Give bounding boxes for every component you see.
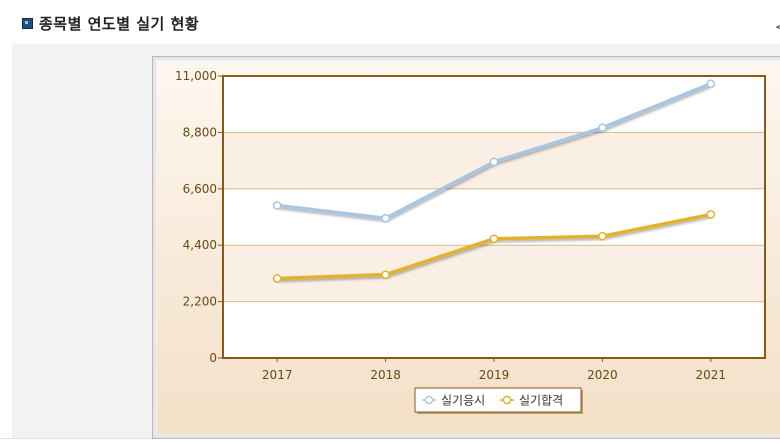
series-1-point: [381, 213, 390, 223]
legend-box: [414, 387, 582, 413]
series-1-point: [706, 79, 716, 89]
section-title: 종목별 연도별 실기 현황: [22, 12, 199, 34]
series-2-point: [381, 270, 390, 280]
legend-swatch-marker: [502, 395, 512, 405]
page-title: 종목별 연도별 실기 현황: [39, 14, 200, 33]
y-tick-label: 8,800: [183, 125, 217, 139]
x-tick-label: 2021: [696, 368, 727, 382]
x-tick-label: 2017: [262, 368, 293, 382]
legend-swatch-marker: [424, 395, 434, 405]
y-tick-label: 11,000: [175, 69, 217, 83]
x-tick-label: 2020: [587, 368, 618, 382]
y-tick-label: 2,200: [183, 295, 217, 309]
series-2-point: [598, 231, 607, 241]
series-1-point: [489, 157, 499, 167]
series-2-point: [489, 234, 499, 244]
chart-container: 0 2,200 4,400 6,600 8,800 11,000 2017 2018 2019 2…: [152, 56, 780, 439]
bullet-square-icon: [22, 17, 33, 29]
x-tick-label: 2018: [370, 368, 401, 382]
series-2-point: [272, 274, 282, 283]
plot-band: [223, 245, 765, 302]
legend-label: 실기응시: [441, 394, 485, 408]
y-tick-label: 6,600: [183, 182, 217, 196]
series-1-point: [598, 123, 607, 133]
series-1-point: [272, 201, 282, 210]
y-tick-label: 4,400: [183, 238, 217, 252]
plot-background: [223, 76, 765, 358]
x-tick-label: 2019: [479, 368, 510, 382]
y-tick-label: 0: [209, 351, 217, 365]
series-2-point: [706, 210, 716, 219]
legend-label: 실기합격: [519, 394, 563, 408]
right-edge-mark: <: [775, 20, 780, 34]
line-chart: 0 2,200 4,400 6,600 8,800 11,000 2017 2018 2019 2…: [157, 61, 780, 434]
